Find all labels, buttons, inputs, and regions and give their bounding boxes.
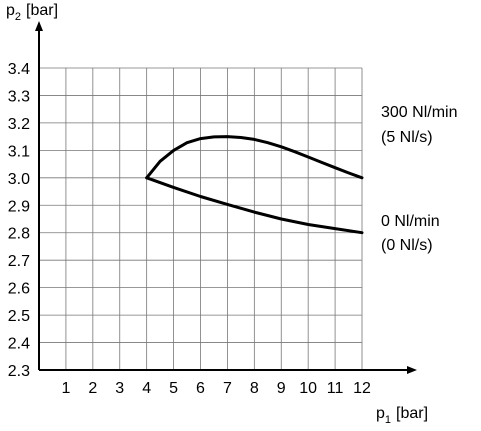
y-tick-label: 3.3 (8, 88, 30, 105)
x-tick-label: 4 (142, 380, 151, 397)
y-tick-label: 3.4 (8, 61, 30, 78)
y-tick-label: 2.5 (8, 308, 30, 325)
x-tick-label: 12 (353, 380, 371, 397)
y-tick-label: 2.4 (8, 336, 30, 353)
y-tick-label: 3.0 (8, 171, 30, 188)
y-tick-label: 2.7 (8, 253, 30, 270)
series-label-0-line1: 0 Nl/min (381, 213, 440, 230)
x-tick-label: 1 (61, 380, 70, 397)
y-tick-label: 2.3 (8, 363, 30, 380)
series-label-300-line2: (5 Nl/s) (381, 129, 433, 146)
x-tick-label: 2 (88, 380, 97, 397)
y-tick-label: 2.8 (8, 226, 30, 243)
x-tick-label: 3 (115, 380, 124, 397)
y-tick-label: 3.2 (8, 116, 30, 133)
y-axis-title: p2 [bar] (6, 2, 58, 23)
x-tick-label: 5 (169, 380, 178, 397)
series-line-0-nl-min (145, 176, 364, 235)
y-tick-label: 2.9 (8, 198, 30, 215)
grid (39, 67, 363, 371)
series-label-300-line1: 300 Nl/min (381, 104, 457, 121)
x-axis-title: p1 [bar] (376, 405, 428, 426)
x-tick-label: 7 (223, 380, 232, 397)
x-tick-label: 8 (250, 380, 259, 397)
x-tick-label: 11 (327, 380, 344, 397)
y-tick-labels: 2.3 2.4 2.5 2.6 2.7 2.8 2.9 3.0 3.1 3.2 3.3 3.4 (8, 61, 30, 380)
series-label-0-line2: (0 Nl/s) (381, 237, 433, 254)
x-tick-label: 10 (299, 380, 317, 397)
y-tick-label: 2.6 (8, 281, 30, 298)
x-tick-label: 9 (277, 380, 286, 397)
x-tick-label: 6 (196, 380, 205, 397)
x-tick-labels: 1 2 3 4 5 6 7 8 9 10 11 12 (61, 380, 371, 397)
y-tick-label: 3.1 (8, 143, 30, 160)
series-lines (145, 135, 364, 235)
series-line-300-nl-min (145, 135, 364, 180)
